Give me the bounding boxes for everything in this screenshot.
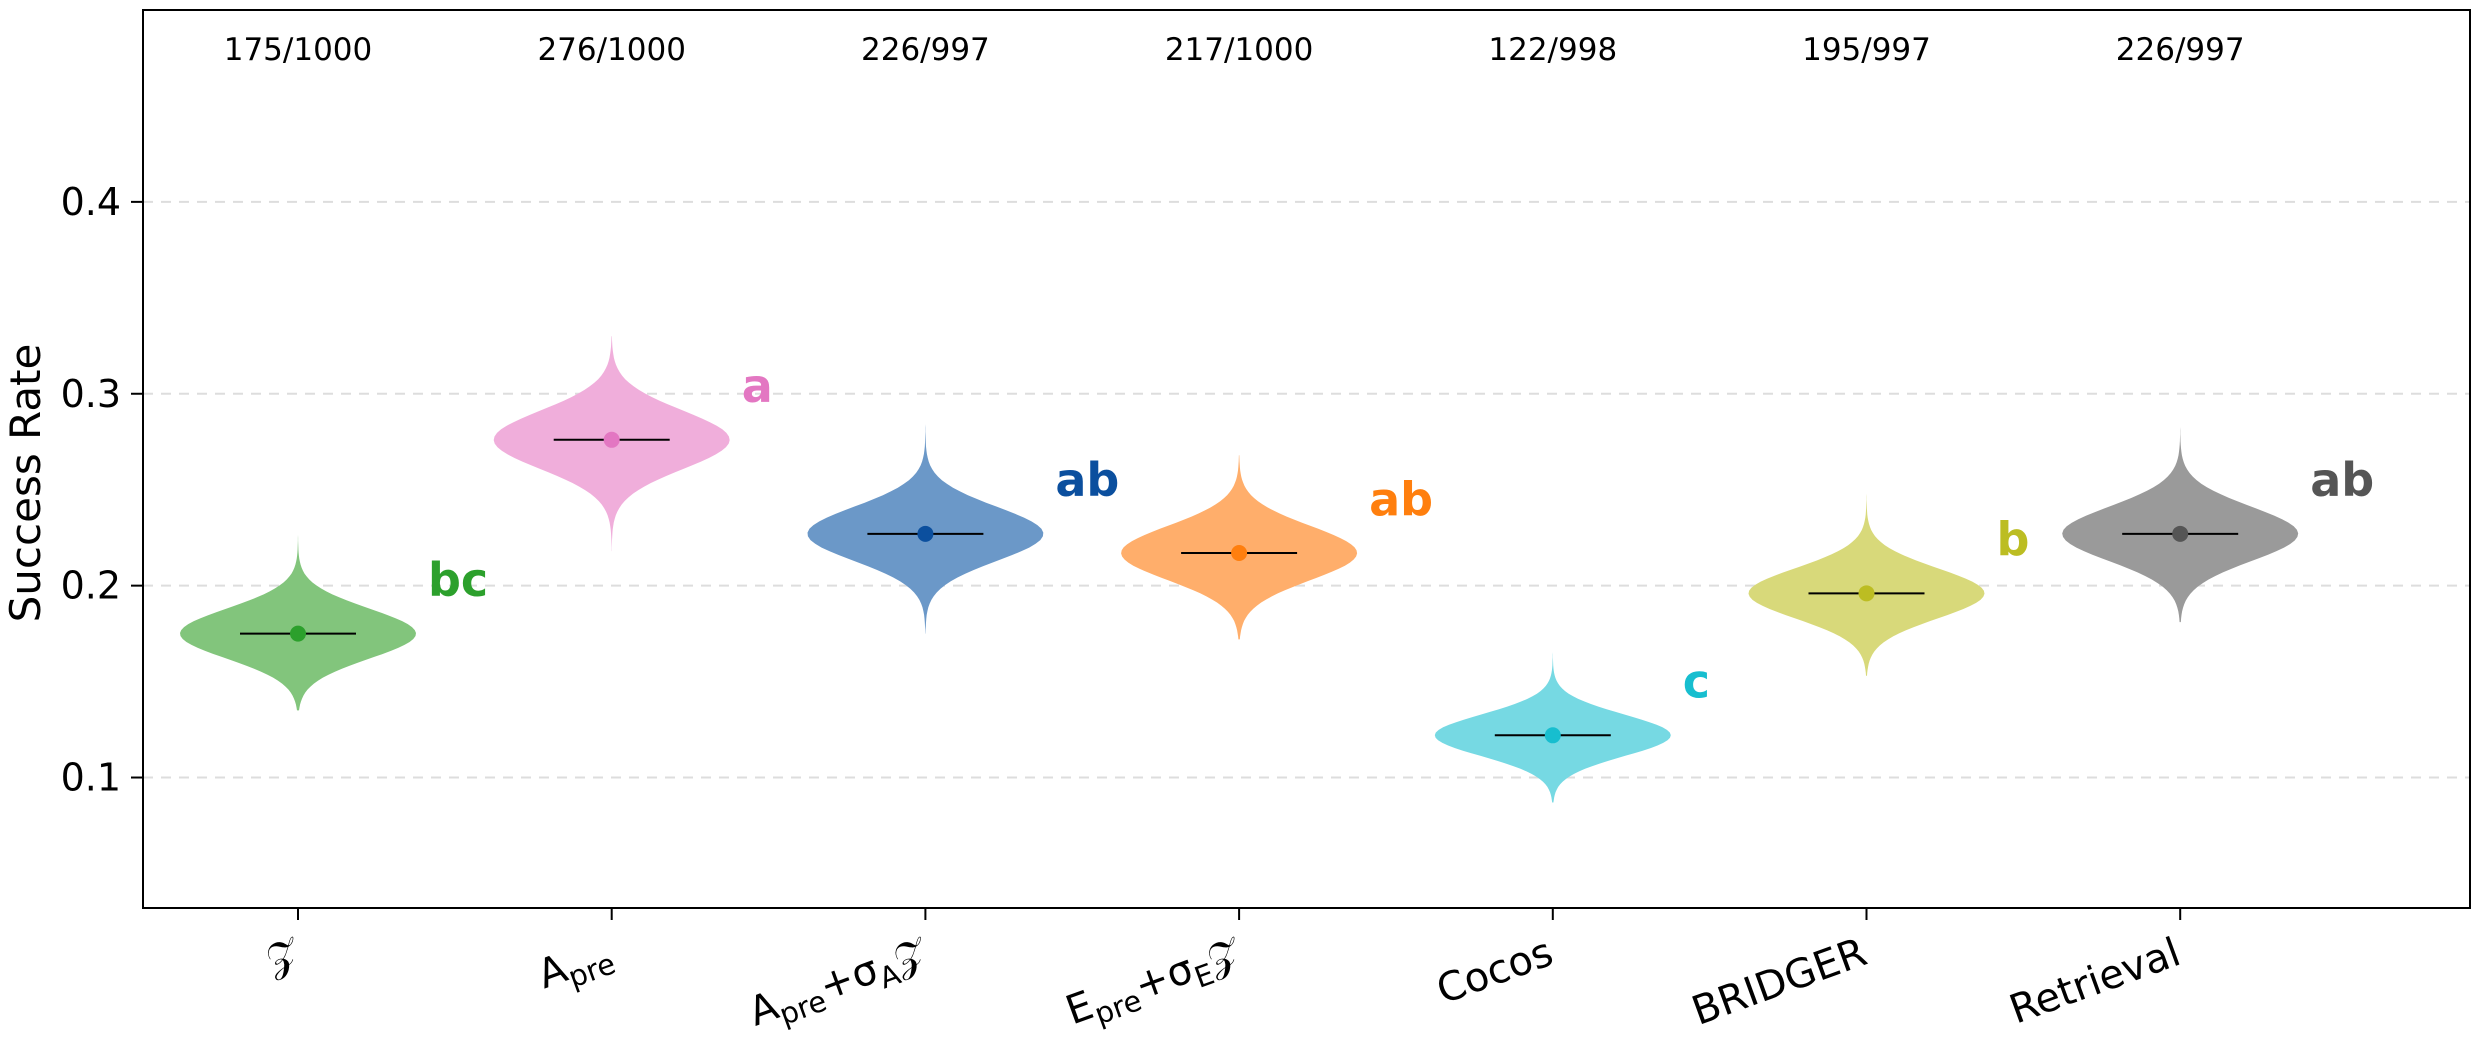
- group-letter: c: [1683, 655, 1710, 709]
- mean-point: [1858, 585, 1875, 602]
- violin-group: ab 217/1000: [1121, 32, 1433, 640]
- plot-frame: [142, 9, 2471, 909]
- mean-point: [1231, 545, 1248, 562]
- count-label: 217/1000: [1165, 32, 1314, 68]
- group-letter: ab: [1055, 453, 1119, 507]
- x-tick-label: Cocos: [1431, 929, 1559, 1013]
- violin-group: b 195/997: [1748, 32, 2030, 676]
- count-label: 195/997: [1802, 32, 1931, 68]
- category-label: Cocos: [1431, 929, 1559, 1013]
- count-label: 226/997: [2116, 32, 2245, 68]
- category-label: 𝒵: [260, 928, 307, 983]
- x-tick-label: Retrieval: [2004, 929, 2187, 1033]
- y-tick-label: 0.4: [61, 180, 121, 224]
- violins: bc 175/1000 a 276/1000 ab 226/997 ab 217/1000 c 1…: [180, 32, 2374, 803]
- group-letter: ab: [1369, 472, 1433, 526]
- count-label: 175/1000: [224, 32, 373, 68]
- count-label: 276/1000: [537, 32, 686, 68]
- x-tick-label: Epre+σE𝒵: [1060, 928, 1250, 1039]
- violin-body: [807, 409, 1044, 634]
- mean-point: [603, 431, 620, 448]
- category-label: Apre: [532, 929, 620, 1003]
- violin-body: [180, 531, 416, 711]
- y-axis-ticks: 0.1 0.2 0.3 0.4: [61, 180, 143, 800]
- y-axis-title: Success Rate: [1, 344, 50, 623]
- violin-group: a 276/1000: [493, 32, 773, 552]
- violin-group: ab 226/997: [807, 32, 1119, 634]
- x-tick-label: Apre+σA𝒵: [743, 928, 936, 1041]
- violin-group: bc 175/1000: [180, 32, 488, 711]
- group-letter: b: [1997, 513, 2030, 567]
- mean-point: [917, 525, 934, 542]
- mean-point: [1544, 727, 1561, 744]
- x-tick-label: 𝒵: [260, 928, 307, 983]
- y-tick-label: 0.3: [61, 372, 121, 416]
- violin-body: [1434, 647, 1671, 803]
- violin-body: [1748, 493, 1985, 676]
- x-tick-label: Apre: [532, 929, 620, 1003]
- category-label: BRIDGER: [1686, 929, 1873, 1034]
- count-label: 122/998: [1488, 32, 1617, 68]
- x-tick-label: BRIDGER: [1686, 929, 1873, 1034]
- violin-group: ab 226/997: [2062, 32, 2374, 623]
- violin-group: c 122/998: [1434, 32, 1710, 803]
- violin-body: [2062, 409, 2299, 623]
- count-label: 226/997: [861, 32, 990, 68]
- category-label: Retrieval: [2004, 929, 2187, 1033]
- mean-point: [290, 625, 306, 642]
- y-tick-label: 0.2: [61, 564, 121, 608]
- x-axis-ticks: 𝒵 Apre Apre+σA𝒵 Epre+σE𝒵 Cocos BRIDGER Retriev…: [260, 908, 2187, 1041]
- category-label: Apre+σA𝒵: [743, 928, 936, 1041]
- mean-point: [2172, 525, 2189, 542]
- category-label: Epre+σE𝒵: [1060, 928, 1250, 1039]
- group-letter: a: [742, 359, 773, 413]
- group-letter: bc: [428, 553, 488, 607]
- grid-lines: [143, 200, 2470, 779]
- y-tick-label: 0.1: [61, 756, 121, 800]
- group-letter: ab: [2310, 453, 2374, 507]
